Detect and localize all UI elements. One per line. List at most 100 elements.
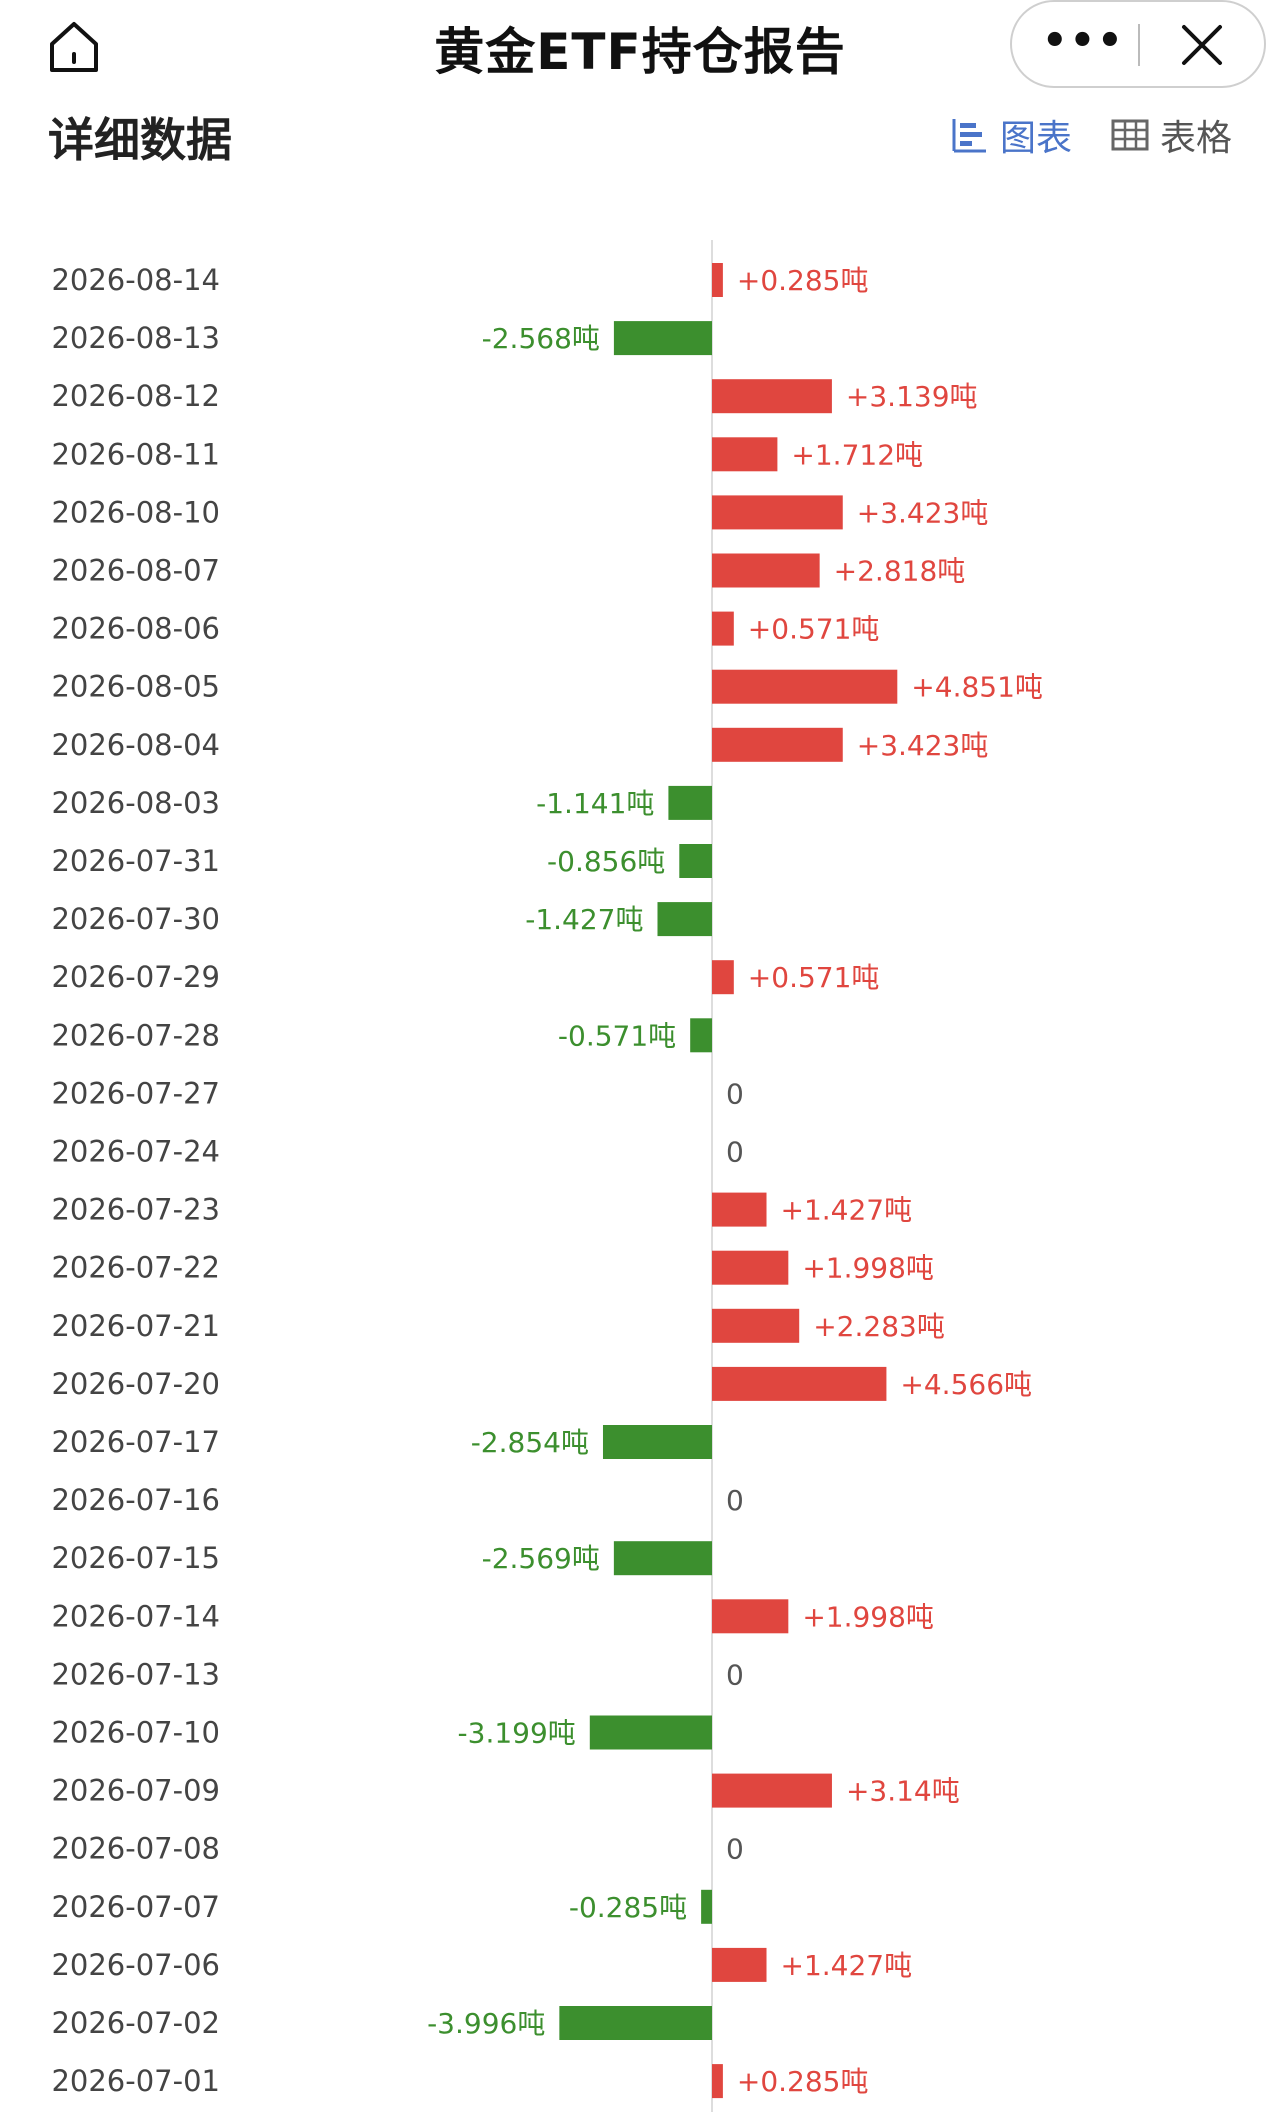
date-label: 2026-07-10 <box>51 1716 220 1750</box>
value-label: +2.283吨 <box>813 1310 945 1343</box>
bar-positive[interactable] <box>712 1366 887 1401</box>
close-button[interactable] <box>1162 14 1242 76</box>
bar-negative[interactable] <box>701 1889 712 1924</box>
date-label: 2026-07-09 <box>51 1774 220 1808</box>
table-view-label: 表格 <box>1160 118 1233 159</box>
value-label: +4.851吨 <box>911 671 1043 704</box>
value-label: +0.285吨 <box>737 264 869 297</box>
value-label: +3.139吨 <box>846 380 978 413</box>
value-label: 0 <box>726 1484 744 1517</box>
date-label: 2026-07-14 <box>51 1599 220 1633</box>
value-label: -0.285吨 <box>569 1891 687 1924</box>
bar-positive[interactable] <box>712 1250 789 1285</box>
bar-positive[interactable] <box>712 2064 723 2099</box>
date-label: 2026-07-21 <box>51 1309 220 1343</box>
value-label: +1.712吨 <box>791 438 923 471</box>
value-label: +0.571吨 <box>748 613 880 646</box>
etf-holdings-chart: 2026-08-14 +0.285吨 2026-08-13 -2.568吨 2026-0… <box>0 240 1280 2112</box>
date-label: 2026-08-12 <box>51 379 220 413</box>
capsule-divider <box>1138 24 1140 66</box>
date-label: 2026-07-02 <box>51 2006 220 2040</box>
bar-negative[interactable] <box>657 902 712 937</box>
value-label: +1.427吨 <box>781 1949 913 1982</box>
bar-positive[interactable] <box>712 1192 767 1227</box>
chart-view-toggle[interactable]: 图表 <box>950 110 1072 160</box>
bar-positive[interactable] <box>712 437 778 472</box>
value-label: +0.285吨 <box>737 2065 869 2098</box>
date-label: 2026-07-24 <box>51 1135 220 1169</box>
date-label: 2026-08-14 <box>51 263 220 297</box>
date-label: 2026-07-15 <box>51 1541 220 1575</box>
value-label: +0.571吨 <box>748 961 880 994</box>
bar-negative[interactable] <box>589 1715 712 1750</box>
value-label: -2.854吨 <box>471 1426 589 1459</box>
date-label: 2026-07-29 <box>51 960 220 994</box>
close-icon <box>1182 25 1222 65</box>
date-label: 2026-08-05 <box>51 670 220 704</box>
value-label: +1.998吨 <box>802 1252 934 1285</box>
value-label: +3.423吨 <box>857 496 989 529</box>
home-icon <box>50 22 98 72</box>
value-label: -3.996吨 <box>427 2007 545 2040</box>
bar-negative[interactable] <box>679 844 712 878</box>
date-label: 2026-07-13 <box>51 1657 220 1691</box>
bar-positive[interactable] <box>712 1308 800 1343</box>
date-label: 2026-07-30 <box>51 902 220 936</box>
value-label: +1.427吨 <box>781 1194 913 1227</box>
page-title: 黄金ETF持仓报告 <box>434 23 846 81</box>
bar-negative[interactable] <box>690 1018 712 1053</box>
date-label: 2026-07-01 <box>51 2064 220 2098</box>
more-button[interactable]: ••• <box>1042 16 1123 74</box>
value-label: -0.571吨 <box>558 1019 676 1052</box>
bar-negative[interactable] <box>668 785 712 820</box>
bar-positive[interactable] <box>712 1773 832 1808</box>
bar-negative[interactable] <box>602 1425 712 1459</box>
date-label: 2026-08-07 <box>51 554 220 588</box>
value-label: +2.818吨 <box>834 555 966 588</box>
date-label: 2026-08-03 <box>51 786 220 820</box>
date-label: 2026-08-11 <box>51 437 220 471</box>
date-label: 2026-07-23 <box>51 1193 220 1227</box>
bar-positive[interactable] <box>712 960 734 995</box>
value-label: 0 <box>726 1658 744 1691</box>
value-label: +4.566吨 <box>900 1368 1032 1401</box>
mini-program-capsule: ••• <box>1010 0 1266 88</box>
date-label: 2026-07-16 <box>51 1483 220 1517</box>
date-label: 2026-07-06 <box>51 1948 220 1982</box>
top-bar: 黄金ETF持仓报告 ••• <box>0 0 1280 100</box>
value-label: 0 <box>726 1077 744 1110</box>
value-label: -0.856吨 <box>547 845 665 878</box>
bar-negative[interactable] <box>559 2006 712 2040</box>
date-label: 2026-07-27 <box>51 1076 220 1110</box>
value-label: -1.141吨 <box>536 787 654 820</box>
value-label: 0 <box>726 1136 744 1169</box>
section-title: 详细数据 <box>48 113 232 167</box>
home-button[interactable] <box>44 16 104 76</box>
date-label: 2026-07-31 <box>51 844 220 878</box>
bar-positive[interactable] <box>712 1599 789 1634</box>
more-dots-icon: ••• <box>1042 18 1125 64</box>
bar-chart-svg: 2026-08-14 +0.285吨 2026-08-13 -2.568吨 2026-0… <box>51 240 1043 2112</box>
date-label: 2026-07-17 <box>51 1425 220 1459</box>
value-label: 0 <box>726 1833 744 1866</box>
date-label: 2026-08-13 <box>51 321 220 355</box>
bar-positive[interactable] <box>712 263 723 297</box>
bar-negative[interactable] <box>613 1541 712 1576</box>
bar-negative[interactable] <box>613 321 712 356</box>
chart-view-label: 图表 <box>1000 118 1073 159</box>
bar-positive[interactable] <box>712 727 843 762</box>
bar-positive[interactable] <box>712 669 898 704</box>
bar-positive[interactable] <box>712 553 820 588</box>
date-label: 2026-07-28 <box>51 1018 220 1052</box>
value-label: -1.427吨 <box>525 903 643 936</box>
date-label: 2026-07-07 <box>51 1890 220 1924</box>
date-label: 2026-08-06 <box>51 612 220 646</box>
bar-positive[interactable] <box>712 379 832 414</box>
value-label: -2.569吨 <box>482 1542 600 1575</box>
bar-positive[interactable] <box>712 611 734 646</box>
bar-positive[interactable] <box>712 1947 767 1982</box>
date-label: 2026-08-10 <box>51 495 220 529</box>
table-view-toggle[interactable]: 表格 <box>1110 110 1232 160</box>
value-label: -2.568吨 <box>482 322 600 355</box>
bar-positive[interactable] <box>712 495 843 530</box>
